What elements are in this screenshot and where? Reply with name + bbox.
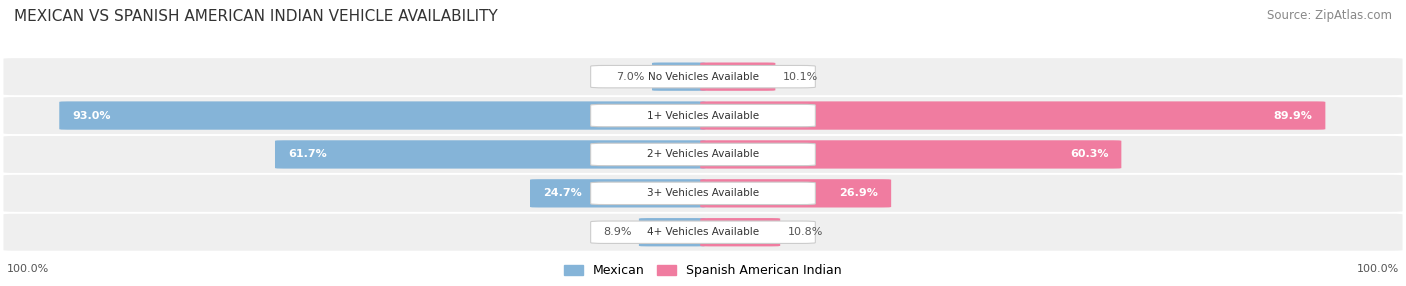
Text: 61.7%: 61.7% — [288, 150, 326, 159]
Text: 2+ Vehicles Available: 2+ Vehicles Available — [647, 150, 759, 159]
FancyBboxPatch shape — [530, 179, 706, 208]
Text: 100.0%: 100.0% — [1357, 264, 1399, 274]
FancyBboxPatch shape — [700, 179, 891, 208]
Text: Source: ZipAtlas.com: Source: ZipAtlas.com — [1267, 9, 1392, 21]
FancyBboxPatch shape — [700, 101, 1326, 130]
Text: 1+ Vehicles Available: 1+ Vehicles Available — [647, 111, 759, 120]
FancyBboxPatch shape — [59, 101, 706, 130]
FancyBboxPatch shape — [3, 97, 1403, 134]
Legend: Mexican, Spanish American Indian: Mexican, Spanish American Indian — [562, 262, 844, 280]
Text: 26.9%: 26.9% — [839, 188, 879, 198]
Text: 10.1%: 10.1% — [783, 72, 818, 82]
Text: 10.8%: 10.8% — [787, 227, 823, 237]
FancyBboxPatch shape — [3, 214, 1403, 251]
FancyBboxPatch shape — [591, 143, 815, 166]
Text: 7.0%: 7.0% — [616, 72, 644, 82]
Text: 93.0%: 93.0% — [72, 111, 111, 120]
FancyBboxPatch shape — [3, 175, 1403, 212]
Text: 89.9%: 89.9% — [1274, 111, 1312, 120]
Text: 100.0%: 100.0% — [7, 264, 49, 274]
FancyBboxPatch shape — [700, 62, 775, 91]
FancyBboxPatch shape — [591, 104, 815, 127]
FancyBboxPatch shape — [3, 58, 1403, 95]
Text: 60.3%: 60.3% — [1070, 150, 1108, 159]
FancyBboxPatch shape — [652, 62, 706, 91]
FancyBboxPatch shape — [591, 182, 815, 204]
Text: 3+ Vehicles Available: 3+ Vehicles Available — [647, 188, 759, 198]
Text: 24.7%: 24.7% — [543, 188, 582, 198]
Text: 4+ Vehicles Available: 4+ Vehicles Available — [647, 227, 759, 237]
FancyBboxPatch shape — [276, 140, 706, 169]
FancyBboxPatch shape — [3, 136, 1403, 173]
FancyBboxPatch shape — [700, 140, 1122, 169]
FancyBboxPatch shape — [700, 218, 780, 247]
Text: 8.9%: 8.9% — [603, 227, 631, 237]
Text: No Vehicles Available: No Vehicles Available — [648, 72, 758, 82]
FancyBboxPatch shape — [591, 65, 815, 88]
FancyBboxPatch shape — [638, 218, 706, 247]
FancyBboxPatch shape — [591, 221, 815, 243]
Text: MEXICAN VS SPANISH AMERICAN INDIAN VEHICLE AVAILABILITY: MEXICAN VS SPANISH AMERICAN INDIAN VEHIC… — [14, 9, 498, 23]
